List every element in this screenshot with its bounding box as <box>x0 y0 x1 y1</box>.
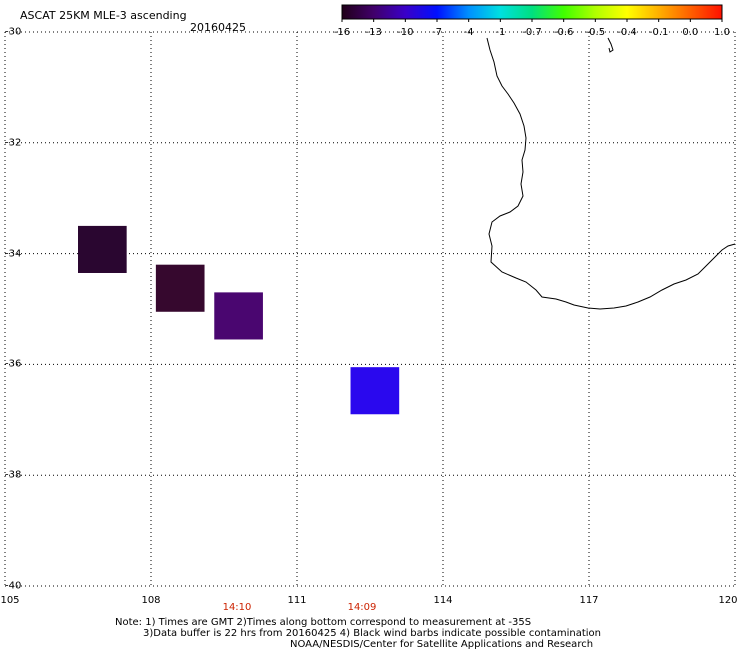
lat-label: -32 <box>5 137 22 149</box>
note-line-1: Note: 1) Times are GMT 2)Times along bot… <box>115 617 532 628</box>
time-label: 14:09 <box>347 602 377 613</box>
wind-cell <box>350 367 400 415</box>
coastline <box>486 37 736 310</box>
note-line-3: NOAA/NESDIS/Center for Satellite Applica… <box>290 639 594 650</box>
lon-label: 120 <box>718 595 738 606</box>
map-date: 20160425 <box>190 21 246 34</box>
lat-label: -30 <box>5 26 22 38</box>
note-line-2: 3)Data buffer is 22 hrs from 20160425 4)… <box>143 628 601 639</box>
colorbar-label: 0.0 <box>682 27 699 38</box>
map-title: ASCAT 25KM MLE-3 ascending <box>20 9 187 22</box>
wind-cell <box>78 225 127 273</box>
time-label: 14:10 <box>222 602 252 613</box>
lon-label: 117 <box>579 595 599 606</box>
lat-label: -34 <box>5 248 22 260</box>
colorbar-label: -0.5 <box>585 27 606 38</box>
wind-cell <box>214 292 263 340</box>
lon-label: 105 <box>0 595 20 606</box>
lat-label: -36 <box>5 358 22 370</box>
lon-label: 111 <box>287 595 307 606</box>
colorbar-label: -4 <box>463 27 474 38</box>
lon-label: 108 <box>141 595 161 606</box>
colorbar-label: -0.1 <box>648 27 669 38</box>
colorbar-label: -0.4 <box>617 27 637 38</box>
colorbar-label: -0.7 <box>522 27 542 38</box>
lat-label: -40 <box>5 580 22 592</box>
colorbar-label: -0.6 <box>553 27 574 38</box>
colorbar-label: -1 <box>495 27 506 38</box>
lon-label: 114 <box>433 595 453 606</box>
wind-cell <box>155 264 205 312</box>
colorbar <box>341 4 723 22</box>
coastline-hook <box>607 37 614 53</box>
lat-label: -38 <box>5 469 22 481</box>
